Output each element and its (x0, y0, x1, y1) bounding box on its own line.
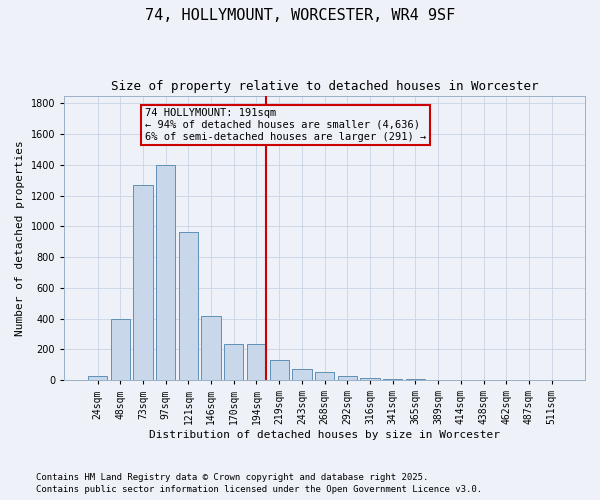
Bar (315, 372, 334, 380)
Bar (156, 165, 175, 380)
Bar (202, 316, 221, 380)
X-axis label: Distribution of detached houses by size in Worcester: Distribution of detached houses by size … (149, 430, 500, 440)
Bar (224, 344, 244, 380)
Bar (383, 378, 403, 380)
Bar (338, 376, 357, 380)
Bar (269, 360, 289, 380)
Text: Contains HM Land Registry data © Crown copyright and database right 2025.: Contains HM Land Registry data © Crown c… (36, 472, 428, 482)
Bar (88, 376, 107, 380)
Bar (110, 318, 130, 380)
Bar (361, 378, 380, 380)
Bar (247, 344, 266, 380)
Title: Size of property relative to detached houses in Worcester: Size of property relative to detached ho… (111, 80, 538, 93)
Y-axis label: Number of detached properties: Number of detached properties (15, 140, 25, 336)
Bar (133, 185, 152, 380)
Bar (292, 370, 311, 380)
Bar (179, 232, 198, 380)
Text: Contains public sector information licensed under the Open Government Licence v3: Contains public sector information licen… (36, 485, 482, 494)
Text: 74 HOLLYMOUNT: 191sqm
← 94% of detached houses are smaller (4,636)
6% of semi-de: 74 HOLLYMOUNT: 191sqm ← 94% of detached … (145, 108, 426, 142)
Text: 74, HOLLYMOUNT, WORCESTER, WR4 9SF: 74, HOLLYMOUNT, WORCESTER, WR4 9SF (145, 8, 455, 22)
